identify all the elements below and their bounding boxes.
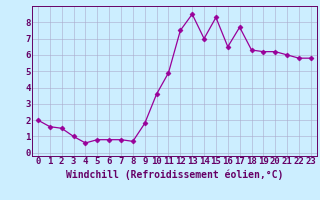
X-axis label: Windchill (Refroidissement éolien,°C): Windchill (Refroidissement éolien,°C) — [66, 169, 283, 180]
